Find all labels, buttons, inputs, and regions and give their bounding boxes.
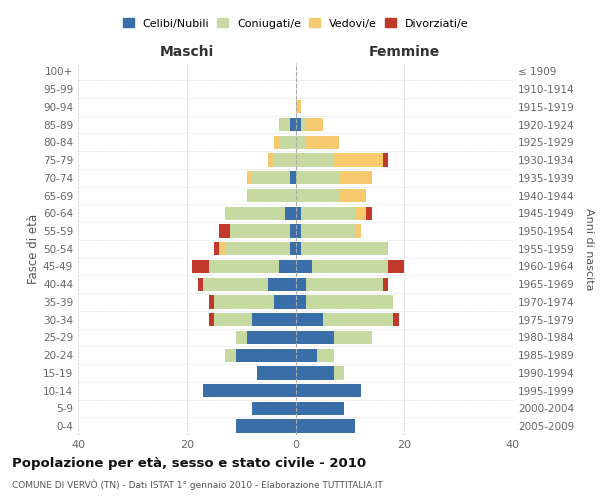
Bar (247, 331, 296, 344)
Bar (296, 100, 301, 114)
Bar (290, 242, 296, 256)
Bar (214, 296, 274, 308)
Bar (284, 206, 296, 220)
Bar (247, 171, 252, 184)
Bar (296, 366, 334, 380)
Bar (252, 171, 290, 184)
Bar (290, 118, 296, 131)
Bar (296, 313, 323, 326)
Bar (296, 420, 355, 433)
Bar (296, 189, 339, 202)
Bar (220, 242, 225, 256)
Bar (307, 296, 394, 308)
Bar (394, 313, 399, 326)
Bar (236, 348, 296, 362)
Bar (225, 206, 284, 220)
Y-axis label: Fasce di età: Fasce di età (27, 214, 40, 284)
Bar (307, 118, 323, 131)
Bar (197, 278, 203, 291)
Bar (214, 313, 252, 326)
Bar (301, 206, 355, 220)
Bar (220, 224, 230, 237)
Bar (339, 189, 366, 202)
Bar (230, 224, 290, 237)
Bar (290, 171, 296, 184)
Bar (252, 313, 296, 326)
Bar (225, 242, 290, 256)
Bar (252, 402, 296, 415)
Bar (247, 189, 296, 202)
Bar (290, 224, 296, 237)
Bar (296, 136, 307, 149)
Bar (296, 331, 334, 344)
Bar (236, 331, 247, 344)
Bar (334, 154, 383, 166)
Bar (296, 154, 334, 166)
Bar (317, 348, 334, 362)
Bar (355, 224, 361, 237)
Bar (366, 206, 371, 220)
Bar (209, 260, 279, 273)
Bar (388, 260, 404, 273)
Bar (236, 420, 296, 433)
Bar (307, 278, 383, 291)
Y-axis label: Anni di nascita: Anni di nascita (584, 208, 594, 290)
Text: Popolazione per età, sesso e stato civile - 2010: Popolazione per età, sesso e stato civil… (12, 458, 366, 470)
Bar (296, 348, 317, 362)
Bar (296, 118, 301, 131)
Bar (203, 278, 268, 291)
Text: Maschi: Maschi (160, 45, 214, 59)
Bar (301, 224, 355, 237)
Text: Femmine: Femmine (368, 45, 440, 59)
Bar (296, 171, 339, 184)
Bar (209, 313, 214, 326)
Bar (296, 384, 361, 398)
Legend: Celibi/Nubili, Coniugati/e, Vedovi/e, Divorziati/e: Celibi/Nubili, Coniugati/e, Vedovi/e, Di… (121, 16, 470, 31)
Bar (323, 313, 394, 326)
Bar (383, 278, 388, 291)
Bar (296, 242, 301, 256)
Bar (307, 136, 339, 149)
Bar (257, 366, 296, 380)
Bar (296, 402, 344, 415)
Bar (279, 136, 296, 149)
Bar (214, 242, 220, 256)
Bar (268, 278, 296, 291)
Bar (279, 260, 296, 273)
Bar (192, 260, 209, 273)
Bar (274, 136, 279, 149)
Bar (301, 242, 388, 256)
Text: COMUNE DI VERVÒ (TN) - Dati ISTAT 1° gennaio 2010 - Elaborazione TUTTITALIA.IT: COMUNE DI VERVÒ (TN) - Dati ISTAT 1° gen… (12, 479, 383, 490)
Bar (296, 206, 301, 220)
Bar (296, 224, 301, 237)
Bar (355, 206, 366, 220)
Bar (296, 296, 307, 308)
Bar (339, 171, 371, 184)
Bar (268, 154, 274, 166)
Bar (225, 348, 236, 362)
Bar (301, 118, 307, 131)
Bar (274, 154, 296, 166)
Bar (296, 278, 307, 291)
Bar (334, 331, 371, 344)
Bar (209, 296, 214, 308)
Bar (383, 154, 388, 166)
Bar (203, 384, 296, 398)
Bar (274, 296, 296, 308)
Bar (296, 260, 312, 273)
Bar (279, 118, 290, 131)
Bar (334, 366, 344, 380)
Bar (312, 260, 388, 273)
